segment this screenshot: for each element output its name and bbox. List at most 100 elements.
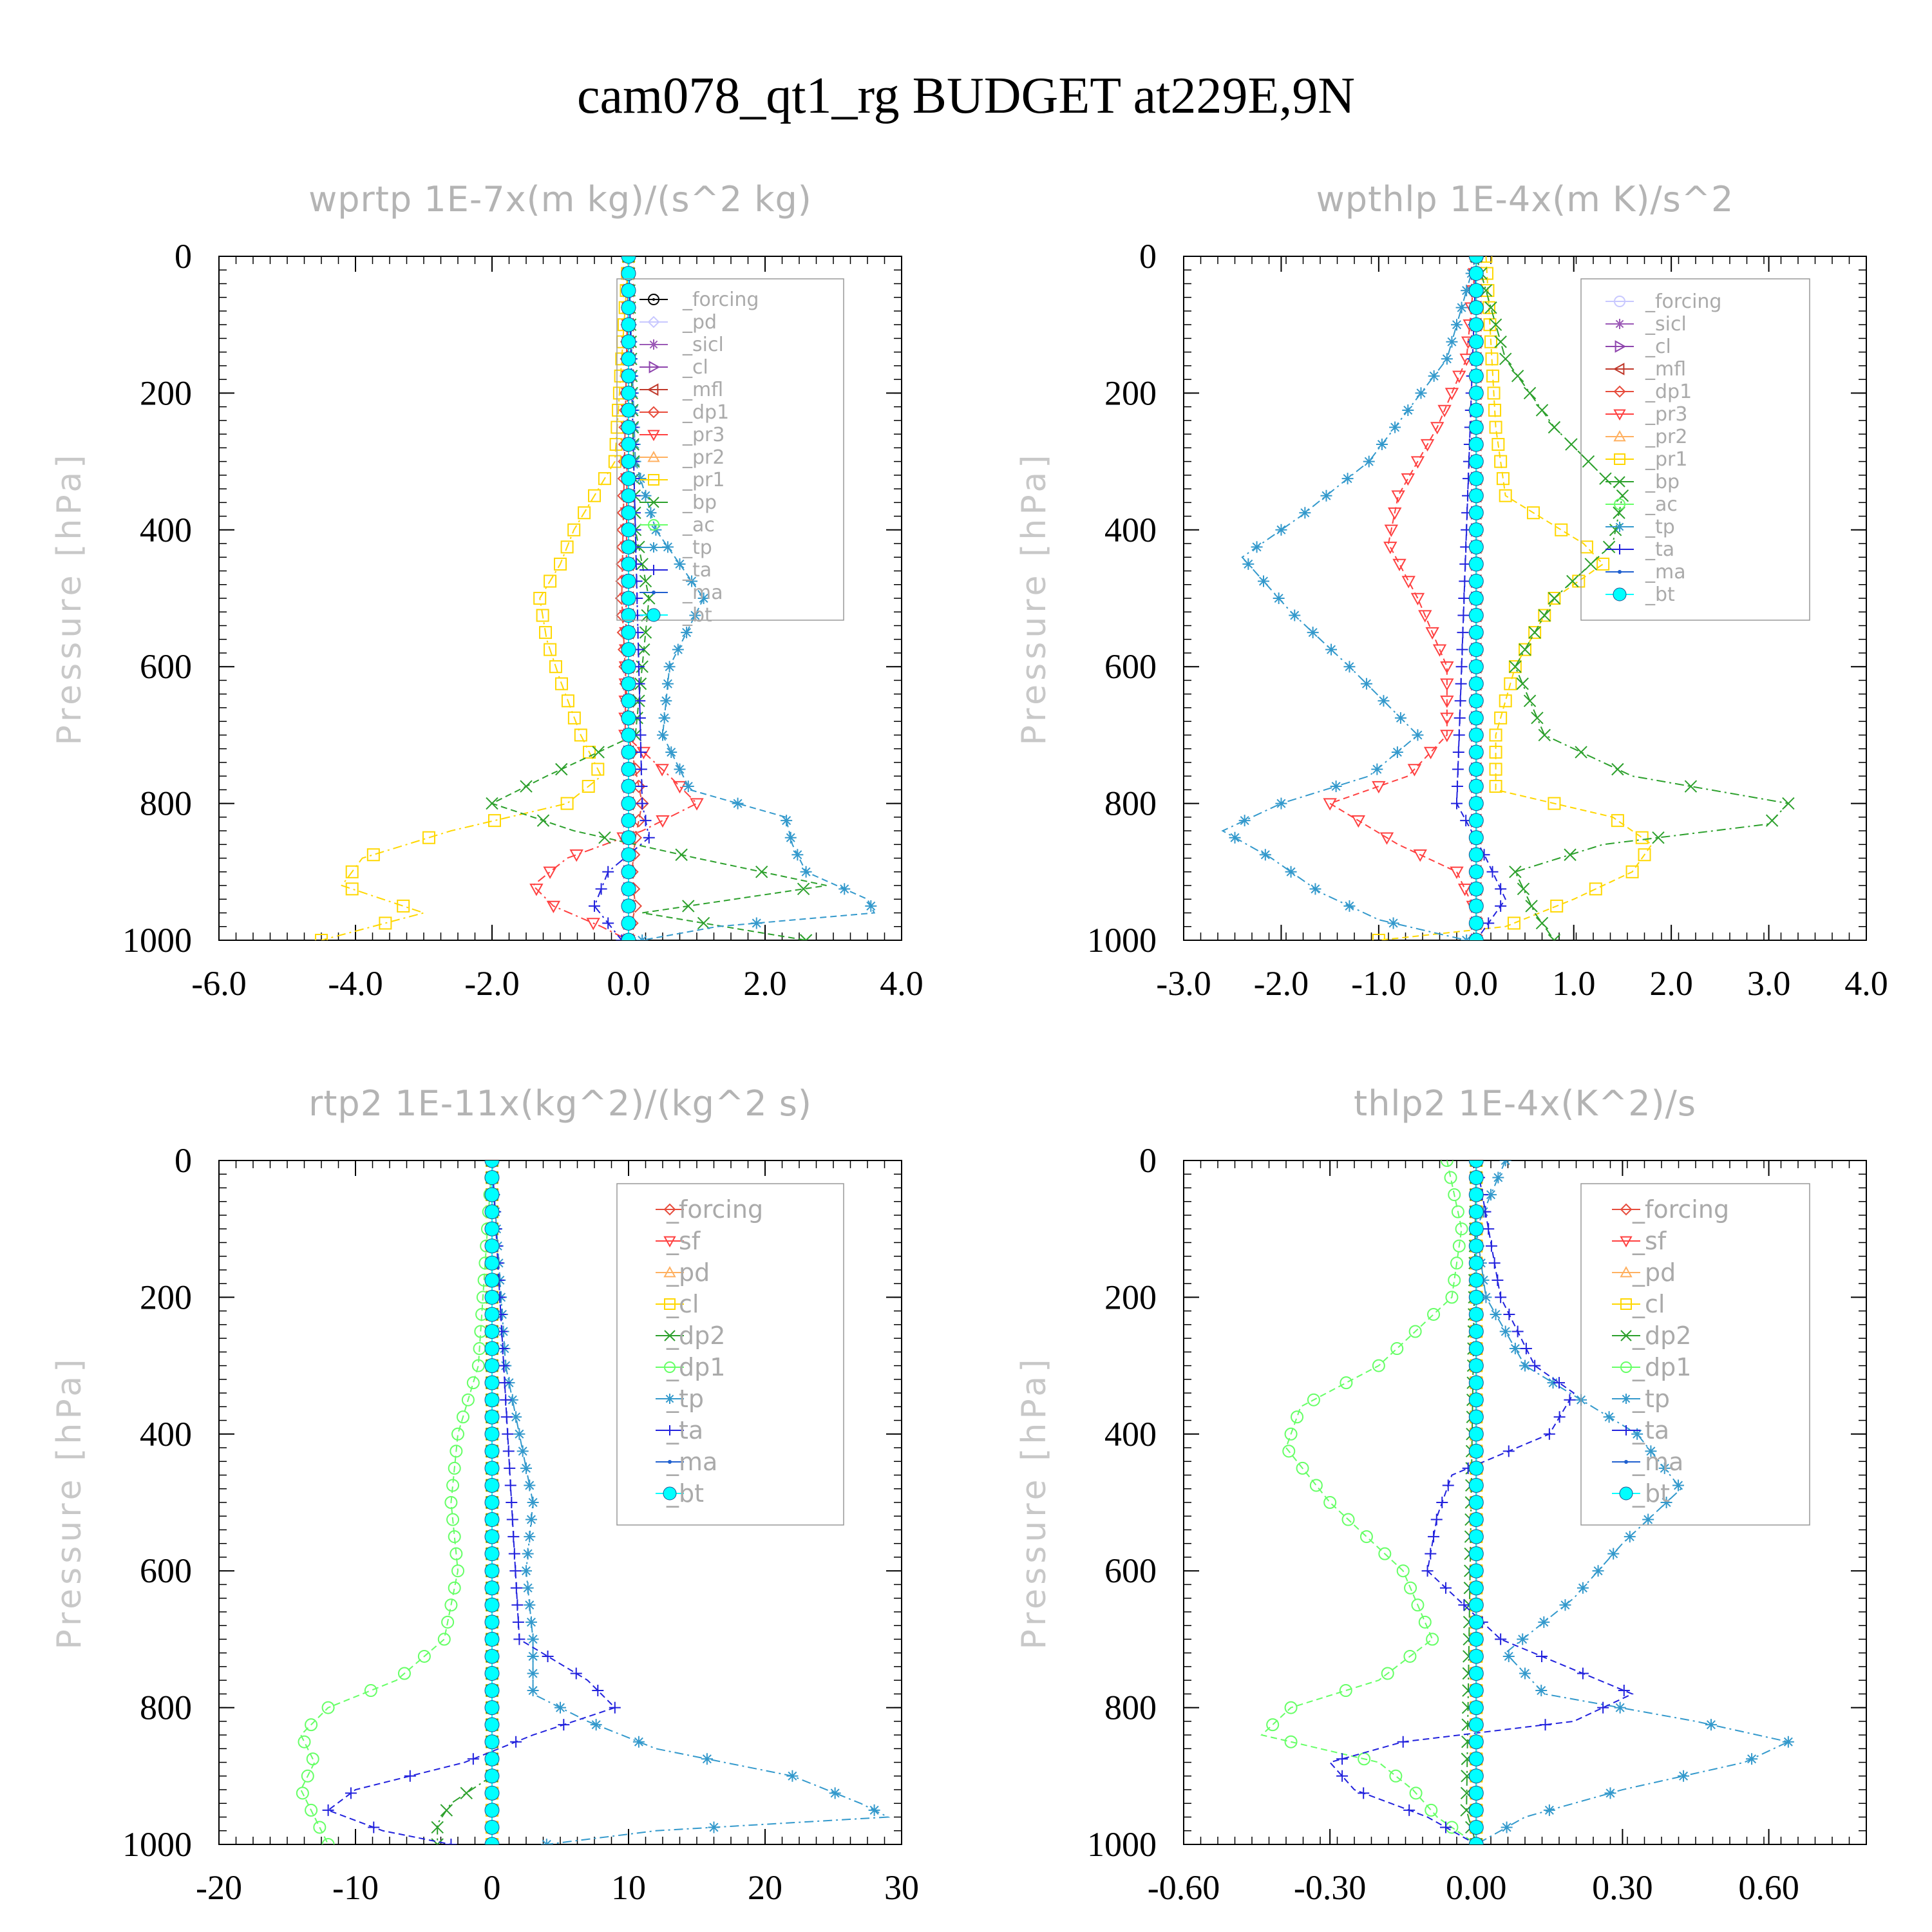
x-tick-label: 10: [611, 1868, 646, 1907]
x-tick-label: -10: [332, 1868, 379, 1907]
plot-frame: [1183, 1160, 1867, 1845]
series-line-pr3: [1328, 256, 1477, 940]
legend-label: _ac: [1645, 493, 1678, 516]
legend-label: _pr1: [682, 469, 724, 491]
legend-item: _pd: [639, 311, 717, 334]
legend-item: _cl: [656, 1290, 699, 1318]
x-tick-label: 0: [484, 1868, 501, 1907]
series-line-dp2: [437, 1160, 493, 1844]
x-tick-label: 0.60: [1738, 1868, 1799, 1907]
x-tick-label: -2.0: [464, 964, 519, 1003]
y-tick-label: 200: [1104, 1278, 1157, 1316]
legend-item: _bt: [656, 1479, 704, 1508]
legend-label: _dp1: [1645, 381, 1692, 403]
figure-title: cam078_qt1_rg BUDGET at229E,9N: [577, 68, 1355, 124]
legend-label: _ma: [1645, 561, 1686, 583]
series-line-tp: [628, 256, 876, 940]
series-line-pr1: [1378, 256, 1653, 940]
y-tick-label: 0: [175, 237, 192, 276]
panel-3: rtp2 1E-11x(kg^2)/(kg^2 s) Pressure [hPa]…: [50, 1083, 919, 1907]
y-tick-label: 800: [140, 784, 192, 823]
legend-item: _tp: [656, 1385, 704, 1413]
legend-label: _sicl: [1645, 313, 1687, 336]
legend-label: _sf: [666, 1227, 701, 1255]
legend-label: _tp: [1645, 516, 1675, 538]
legend-label: _bt: [1632, 1479, 1670, 1508]
x-tick-label: 3.0: [1747, 964, 1791, 1003]
legend-label: _dp1: [666, 1353, 725, 1381]
legend-item: _pd: [656, 1258, 710, 1287]
legend-item: _pr3: [1605, 403, 1687, 426]
legend-label: _dp2: [1632, 1321, 1691, 1350]
legend-item: _dp2: [1612, 1321, 1691, 1350]
series-line-bp: [1475, 256, 1790, 940]
legend-label: _ma: [1632, 1448, 1683, 1476]
legend-item: _cl: [1612, 1290, 1665, 1318]
series-line-ta: [1329, 1160, 1634, 1844]
legend-item: _bt: [1612, 1479, 1670, 1508]
x-tick-label: 4.0: [1844, 964, 1888, 1003]
legend-label: _bt: [666, 1479, 704, 1508]
x-tick-label: -2.0: [1254, 964, 1309, 1003]
y-tick-label: 0: [1139, 237, 1157, 276]
panel-title: rtp2 1E-11x(kg^2)/(kg^2 s): [308, 1083, 812, 1124]
y-tick-label: 200: [140, 374, 192, 412]
y-tick-label: 800: [1104, 1689, 1157, 1727]
legend-label: _dp2: [666, 1321, 725, 1350]
legend-label: _tp: [1632, 1385, 1670, 1413]
series-markers-tp: [1470, 1160, 1794, 1844]
x-tick-label: -20: [196, 1868, 242, 1907]
legend-item: _ac: [639, 514, 715, 536]
y-tick-label: 1000: [122, 921, 192, 960]
y-tick-label: 600: [1104, 647, 1157, 686]
y-axis-label: Pressure [hPa]: [50, 451, 89, 746]
legend-item: _dp1: [656, 1353, 725, 1381]
x-tick-label: 4.0: [880, 964, 923, 1003]
series-line-dp1: [299, 1160, 493, 1844]
y-tick-label: 400: [140, 1415, 192, 1454]
legend-label: _tp: [666, 1385, 704, 1413]
legend-item: _cl: [1605, 336, 1671, 358]
legend-item: _ma: [639, 582, 723, 604]
plot-frame: [1183, 256, 1867, 941]
legend-item: _bp: [1605, 471, 1680, 493]
legend-label: _dp1: [1632, 1353, 1691, 1381]
legend-item: _dp1: [1605, 381, 1692, 403]
x-tick-label: 0.0: [607, 964, 650, 1003]
legend-label: _dp1: [682, 401, 729, 424]
series-line-pr3: [532, 256, 698, 940]
legend-item: _forcing: [639, 289, 759, 311]
legend-item: _mfl: [639, 379, 723, 401]
legend-label: _bt: [1645, 583, 1675, 606]
legend-label: _bp: [682, 491, 717, 514]
legend-label: _mfl: [682, 379, 723, 401]
legend-label: _ma: [682, 582, 723, 604]
legend-item: _mfl: [1605, 358, 1686, 381]
x-tick-label: 0.00: [1446, 1868, 1507, 1907]
series-markers-dp1: [296, 1160, 498, 1844]
y-tick-label: 1000: [122, 1825, 192, 1864]
series-line-dp1: [1260, 1160, 1477, 1844]
y-tick-label: 1000: [1087, 921, 1157, 960]
x-tick-label: 0.30: [1592, 1868, 1653, 1907]
legend-item: _tp: [639, 536, 712, 559]
x-tick-label: -6.0: [191, 964, 246, 1003]
x-tick-label: -0.30: [1294, 1868, 1366, 1907]
legend-item: _ta: [656, 1416, 703, 1444]
series-line-bp: [490, 256, 827, 940]
x-tick-label: 2.0: [743, 964, 787, 1003]
legend-label: _forcing: [666, 1195, 763, 1224]
legend-item: _dp1: [1612, 1353, 1691, 1381]
legend-item: _bp: [639, 491, 717, 514]
x-tick-label: 0.0: [1455, 964, 1499, 1003]
legend-label: _bt: [682, 604, 712, 627]
panel-title: thlp2 1E-4x(K^2)/s: [1354, 1083, 1696, 1124]
legend-label: _ta: [666, 1416, 703, 1444]
y-tick-label: 400: [1104, 511, 1157, 549]
legend-item: _pd: [1612, 1258, 1676, 1287]
legend-label: _pd: [682, 311, 717, 334]
plot-frame: [218, 256, 902, 941]
y-tick-label: 1000: [1087, 1825, 1157, 1864]
legend-item: _ma: [656, 1448, 717, 1476]
y-tick-label: 600: [140, 647, 192, 686]
